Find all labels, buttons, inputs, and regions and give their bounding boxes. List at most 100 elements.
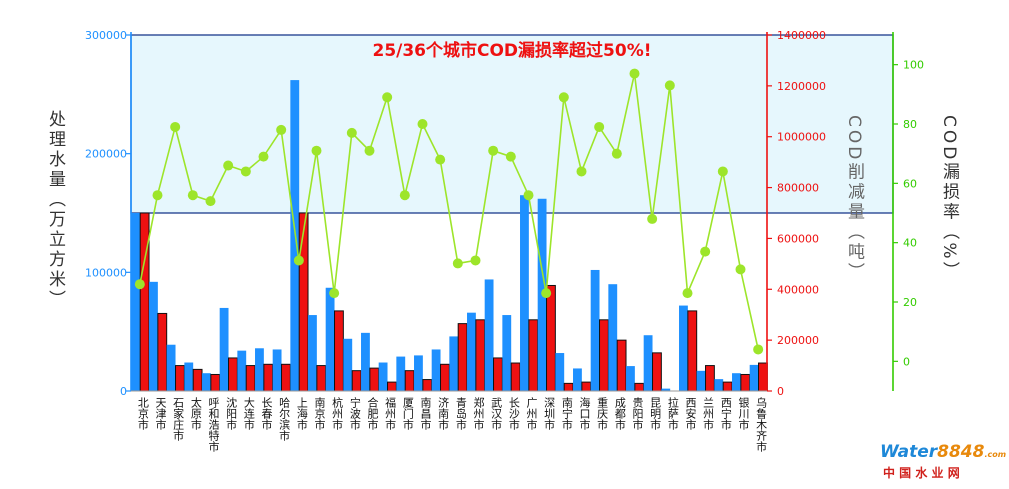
- bar-water-volume: [219, 307, 229, 391]
- x-tick-label: 上海市: [295, 397, 308, 431]
- bar-water-volume: [484, 279, 494, 391]
- point-cod-loss-rate: [717, 166, 728, 177]
- point-cod-loss-rate: [753, 344, 764, 355]
- point-cod-loss-rate: [576, 166, 587, 177]
- point-cod-loss-rate: [134, 279, 145, 290]
- x-tick-label: 兰州市: [702, 397, 715, 431]
- x-tick-label: 厦门市: [401, 397, 414, 431]
- right2-axis-label: COD漏损率（%）: [939, 115, 959, 282]
- x-tick-label: 西宁市: [719, 397, 732, 431]
- right1-axis-tick-label: 200000: [777, 334, 819, 347]
- right2-axis-tick-label: 20: [903, 296, 917, 309]
- bar-cod-reduction: [422, 379, 433, 392]
- bar-cod-reduction: [334, 310, 344, 392]
- bar-water-volume: [626, 366, 635, 391]
- watermark-brand-a: Water: [880, 442, 938, 462]
- bar-water-volume: [184, 362, 194, 391]
- bar-cod-reduction: [546, 284, 556, 392]
- point-cod-loss-rate: [364, 145, 375, 156]
- left-axis-tick-label: 200000: [85, 148, 127, 161]
- bar-cod-reduction: [139, 212, 150, 392]
- bar-water-volume: [166, 344, 176, 391]
- bar-water-volume: [573, 368, 582, 391]
- bar-cod-reduction: [581, 381, 592, 392]
- point-cod-loss-rate: [293, 255, 304, 266]
- point-cod-loss-rate: [629, 68, 640, 79]
- point-cod-loss-rate: [311, 145, 322, 156]
- right1-axis-tick-label: 800000: [777, 182, 819, 195]
- bar-water-volume: [308, 315, 317, 391]
- point-cod-loss-rate: [735, 264, 746, 275]
- bar-cod-reduction: [616, 339, 627, 392]
- x-tick-label: 深圳市: [543, 397, 556, 431]
- point-cod-loss-rate: [170, 121, 181, 132]
- x-tick-label: 昆明市: [649, 397, 662, 431]
- watermark-brand-b: 8848: [937, 442, 985, 462]
- point-cod-loss-rate: [594, 121, 605, 132]
- x-tick-label: 哈尔滨市: [278, 397, 291, 442]
- right2-axis-tick-label: 60: [903, 177, 917, 190]
- point-cod-loss-rate: [276, 124, 287, 135]
- x-tick-label: 乌鲁木齐市: [755, 396, 768, 453]
- bar-cod-reduction: [652, 352, 662, 392]
- bar-cod-reduction: [457, 323, 468, 392]
- right1-axis-tick-label: 400000: [777, 283, 819, 296]
- point-cod-loss-rate: [258, 151, 269, 162]
- point-cod-loss-rate: [152, 190, 163, 201]
- x-tick-label: 银川市: [737, 396, 750, 431]
- bar-cod-reduction: [192, 368, 203, 392]
- point-cod-loss-rate: [205, 196, 216, 207]
- highlight-band: [130, 34, 894, 214]
- bar-cod-reduction: [722, 381, 733, 392]
- bar-water-volume: [661, 388, 671, 391]
- x-tick-label: 石家庄市: [172, 397, 185, 442]
- bar-cod-reduction: [245, 365, 256, 392]
- x-tick-label: 太原市: [189, 397, 202, 431]
- x-tick-label: 呼和浩特市: [207, 397, 220, 453]
- x-tick-label: 沈阳市: [225, 396, 238, 431]
- x-tick-label: 西安市: [684, 397, 697, 431]
- bar-cod-reduction: [493, 357, 503, 392]
- x-tick-label: 合肥市: [366, 396, 379, 431]
- x-tick-label: 天津市: [154, 397, 167, 431]
- point-cod-loss-rate: [346, 127, 357, 138]
- point-cod-loss-rate: [417, 119, 428, 129]
- bar-cod-reduction: [563, 382, 574, 392]
- chart-title: 25/36个城市COD漏损率超过50%!: [372, 40, 651, 61]
- right2-axis-tick-label: 0: [903, 355, 910, 368]
- x-tick-label: 济南市: [437, 396, 450, 431]
- right1-axis-tick-label: 1400000: [777, 29, 826, 42]
- point-cod-loss-rate: [223, 160, 234, 171]
- point-cod-loss-rate: [435, 154, 446, 165]
- x-tick-label: 南京市: [313, 397, 326, 431]
- bar-water-volume: [255, 348, 264, 391]
- bar-water-volume: [131, 213, 141, 391]
- watermark-logo: Water8848.com: [880, 442, 1006, 462]
- point-cod-loss-rate: [470, 255, 481, 266]
- bar-cod-reduction: [440, 363, 450, 392]
- bar-cod-reduction: [528, 319, 539, 392]
- x-tick-label: 广州市: [525, 397, 538, 431]
- left-axis-label: 处理水量（万立方米）: [45, 110, 65, 310]
- bar-water-volume: [467, 312, 476, 391]
- x-tick-label: 杭州市: [331, 396, 344, 431]
- left-axis-tick-label: 100000: [85, 266, 127, 279]
- bar-cod-reduction: [263, 363, 274, 392]
- bar-water-volume: [502, 315, 512, 391]
- bar-water-volume: [449, 336, 459, 391]
- bar-water-volume: [696, 370, 706, 391]
- right1-axis-label: COD削减量（吨）: [844, 115, 864, 283]
- bar-water-volume: [325, 287, 335, 391]
- watermark-brand-c: .com: [984, 450, 1007, 459]
- bar-water-volume: [608, 284, 618, 391]
- x-tick-label: 贵阳市: [631, 397, 644, 431]
- bar-water-volume: [343, 338, 353, 391]
- bar-water-volume: [272, 349, 282, 391]
- bar-cod-reduction: [351, 370, 362, 392]
- bar-water-volume: [202, 373, 211, 391]
- point-cod-loss-rate: [664, 80, 675, 91]
- x-tick-label: 成都市: [613, 397, 626, 431]
- bar-cod-reduction: [228, 357, 238, 392]
- bar-cod-reduction: [298, 212, 309, 392]
